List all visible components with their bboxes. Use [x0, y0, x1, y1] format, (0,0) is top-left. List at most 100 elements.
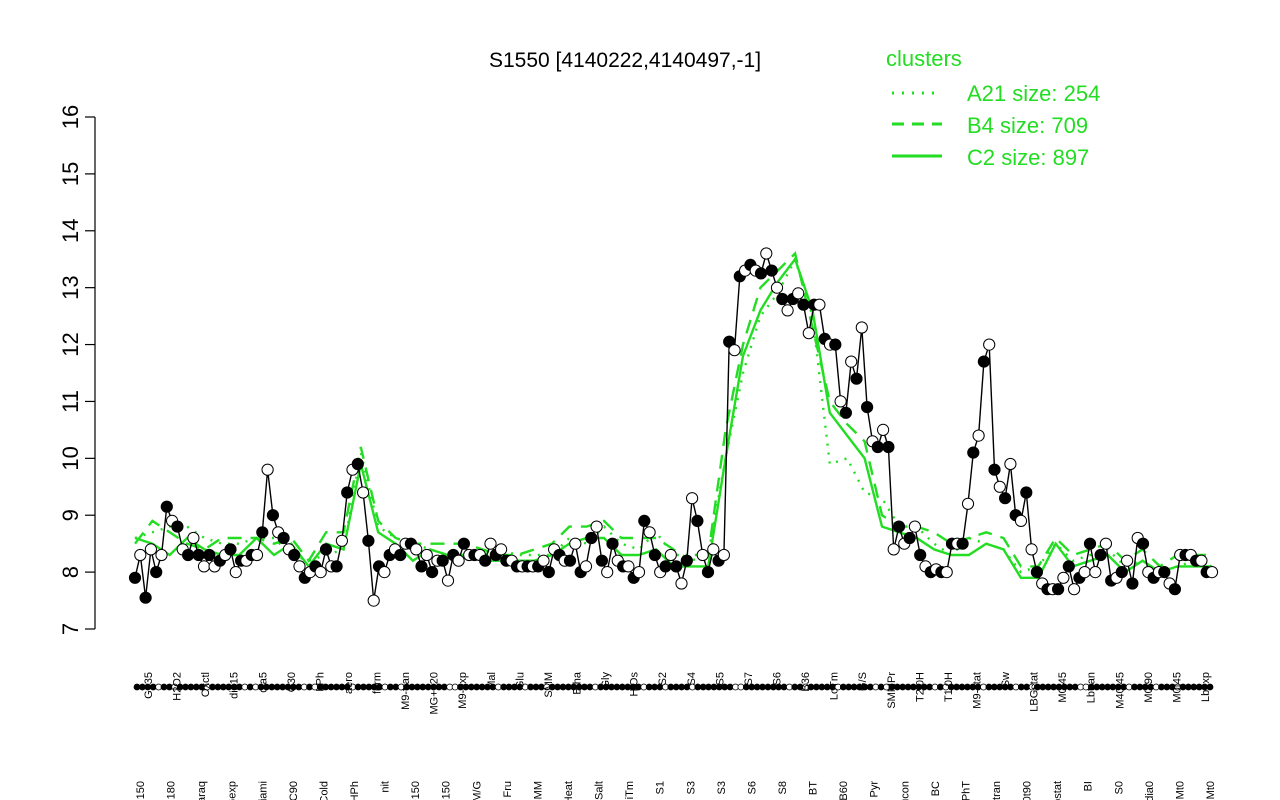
data-point: [993, 480, 1006, 493]
data-point: [420, 548, 433, 562]
data-point: [781, 304, 794, 317]
data-point: [1083, 537, 1097, 550]
data-point: [972, 429, 985, 442]
data-point: [967, 446, 980, 459]
data-point: [754, 267, 768, 280]
data-point: [595, 554, 609, 567]
x-tick-label-top: M0t45: [1057, 672, 1069, 703]
data-point: [457, 537, 470, 550]
x-tick-label-bottom: HiTm: [624, 781, 636, 800]
x-tick-label-bottom: GM+150: [410, 781, 422, 800]
x-tick-label-top: S4: [686, 672, 698, 685]
data-point: [197, 560, 211, 573]
data-point: [261, 463, 274, 476]
data-point: [436, 554, 449, 567]
data-point: [792, 287, 805, 300]
x-tick-label-bottom: nit: [380, 781, 392, 793]
data-point: [914, 548, 927, 562]
data-point: [686, 492, 699, 505]
data-point: [988, 463, 1001, 476]
x-tick-label-top: SMMPr: [886, 672, 898, 709]
x-tick-label-top: S5: [714, 672, 726, 685]
x-tick-label-top: ferm: [372, 672, 384, 694]
x-tick-label-bottom: M/G: [471, 781, 483, 800]
data-point: [367, 594, 380, 607]
data-point: [696, 548, 709, 562]
data-point: [224, 543, 237, 556]
x-tick-label-bottom: LPhT: [960, 781, 972, 800]
legend-label-c2: C2 size: 897: [967, 145, 1089, 170]
data-point: [1025, 543, 1038, 556]
data-point: [1126, 577, 1139, 590]
x-tick-label-top: S6: [772, 672, 784, 685]
data-point: [956, 537, 969, 550]
data-point: [839, 406, 853, 419]
data-point: [341, 486, 354, 499]
chart-title: S1550 [4140222,4140497,-1]: [489, 49, 761, 72]
x-tick-label-bottom: Pyr: [869, 781, 881, 798]
data-point: [293, 560, 306, 573]
x-tick-label-bottom: Heat: [563, 781, 575, 800]
x-tick-label-top: Lbtran: [1086, 672, 1098, 703]
x-tick-label-bottom: LBGtran: [991, 781, 1003, 800]
data-point: [670, 560, 683, 573]
x-tick-label-top: aero: [343, 672, 355, 694]
x-tick-label-top: T2.0H: [914, 672, 926, 702]
data-point: [585, 531, 598, 545]
x-tick-label-bottom: S1: [655, 781, 667, 794]
x-tick-label-bottom: Mt0: [1174, 781, 1186, 799]
data-point: [1168, 583, 1182, 596]
y-axis: 7 8 9 10 11 12 13 14 15 16: [58, 105, 96, 635]
data-point: [707, 543, 720, 556]
data-point: [903, 531, 916, 545]
x-tick-label-bottom: BMM: [532, 781, 544, 800]
data-point: [961, 497, 975, 510]
data-point: [542, 566, 555, 579]
cluster-line-b4: [134, 251, 1212, 568]
data-point: [452, 554, 465, 567]
data-point: [659, 560, 672, 573]
data-point: [1136, 537, 1150, 550]
data-point: [357, 486, 370, 499]
x-tick-label-bottom: Cold: [318, 781, 330, 800]
data-point: [139, 591, 152, 604]
data-point: [1004, 457, 1017, 471]
data-point: [664, 548, 677, 562]
data-point: [908, 520, 922, 533]
x-tick-label-bottom: C90: [288, 781, 300, 800]
data-point: [229, 566, 242, 579]
data-point: [892, 520, 906, 533]
data-point: [643, 526, 656, 539]
data-point: [1014, 514, 1028, 528]
data-point: [871, 440, 884, 454]
data-point: [128, 571, 142, 584]
x-tick-label-top: SMM: [543, 672, 555, 698]
data-point: [845, 355, 858, 368]
data-point: [606, 537, 619, 550]
data-point: [855, 321, 868, 334]
x-tick-label-top: Sw: [1000, 672, 1012, 687]
x-tick-label-top: HiOs: [629, 672, 641, 697]
data-point: [776, 292, 789, 306]
x-tick-label-top: LoTm: [829, 672, 841, 700]
x-tick-label-top: M9-stat: [972, 672, 984, 709]
x-tick-label-bottom: G150: [135, 781, 147, 800]
x-tick-label-bottom: BI: [1083, 781, 1095, 791]
x-axis: G135 H2O2 Oxctl dia15 dia5 C30 LPh aero ferm M9-t…: [133, 671, 1217, 800]
y-tick-label: 16: [58, 105, 83, 129]
data-point: [1062, 560, 1075, 573]
x-tick-label-top: M0t90: [1143, 672, 1155, 703]
data-point: [802, 327, 815, 340]
x-tick-label-bottom: Fru: [502, 781, 514, 798]
data-point: [638, 514, 651, 528]
x-tick-label-top: Oxctl: [200, 672, 212, 697]
x-tick-label-bottom: Mt0: [1205, 781, 1217, 799]
data-point: [362, 534, 375, 547]
data-point: [314, 566, 327, 579]
y-tick-label: 10: [58, 446, 83, 470]
x-tick-label-top: Glu: [514, 672, 526, 689]
data-point: [1158, 566, 1171, 579]
x-tick-label-bottom: M40t90: [1022, 781, 1034, 800]
data-point: [155, 548, 168, 562]
data-point: [192, 548, 205, 562]
